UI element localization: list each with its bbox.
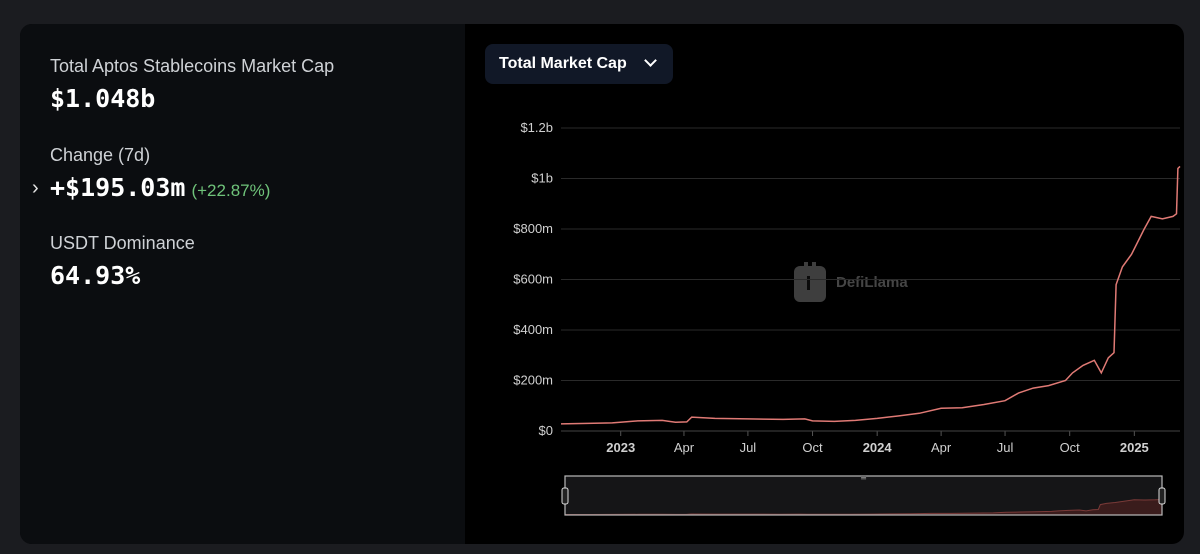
change-value: +$195.03m — [50, 173, 186, 202]
total-mcap-label: Total Aptos Stablecoins Market Cap — [50, 56, 335, 76]
x-tick-label: 2024 — [863, 440, 893, 455]
x-tick-label: Apr — [674, 440, 695, 455]
range-slider[interactable]: ≡ — [561, 473, 1166, 516]
x-tick-label: Oct — [802, 440, 823, 455]
x-tick-label: Oct — [1060, 440, 1081, 455]
y-tick-label: $400m — [513, 322, 553, 337]
y-tick-label: $800m — [513, 221, 553, 236]
x-tick-label: Jul — [740, 440, 757, 455]
range-slider-track — [565, 476, 1162, 515]
market-cap-chart: $0 $200m $400m $600m $800m $1b $1.2b 2023 Apr Ju… — [513, 120, 1181, 516]
x-tick-label: 2023 — [606, 440, 635, 455]
watermark-text: DefiLlama — [836, 273, 908, 291]
x-tick-label: 2025 — [1120, 440, 1149, 455]
change-row: +$195.03m (+22.87%) — [50, 173, 270, 202]
range-slider-grip-icon[interactable]: ≡ — [860, 473, 867, 482]
change-percent: (+22.87%) — [191, 181, 271, 200]
metric-select-label: Total Market Cap — [499, 55, 627, 72]
x-tick-label: Jul — [997, 440, 1014, 455]
grid-lines — [561, 127, 1180, 432]
range-handle-right[interactable] — [1158, 487, 1166, 505]
y-tick-label: $600m — [513, 272, 553, 287]
y-tick-label: $1b — [531, 171, 553, 186]
total-mcap-value: $1.048b — [50, 84, 156, 113]
chevron-right-icon[interactable]: › — [32, 177, 39, 199]
metric-select[interactable]: Total Market Cap — [485, 44, 673, 84]
watermark: DefiLlama — [790, 260, 908, 304]
chevron-down-icon — [644, 54, 657, 67]
y-tick-label: $1.2b — [520, 120, 553, 135]
market-cap-line — [560, 165, 1181, 425]
change-label: Change (7d) — [50, 145, 151, 165]
x-axis: 2023 Apr Jul Oct 2024 Apr Jul Oct 2025 — [561, 430, 1180, 455]
stats-panel: Total Aptos Stablecoins Market Cap $1.04… — [20, 24, 465, 544]
llama-logo-icon — [794, 262, 826, 302]
y-axis: $0 $200m $400m $600m $800m $1b $1.2b — [513, 120, 553, 438]
dominance-label: USDT Dominance — [50, 233, 195, 253]
stablecoins-card: Total Aptos Stablecoins Market Cap $1.04… — [20, 24, 1184, 544]
range-handle-left[interactable] — [561, 487, 569, 505]
y-tick-label: $200m — [513, 373, 553, 388]
dominance-value: 64.93% — [50, 261, 141, 290]
y-tick-label: $0 — [539, 423, 553, 438]
range-slider-area — [564, 495, 1163, 516]
x-tick-label: Apr — [931, 440, 952, 455]
